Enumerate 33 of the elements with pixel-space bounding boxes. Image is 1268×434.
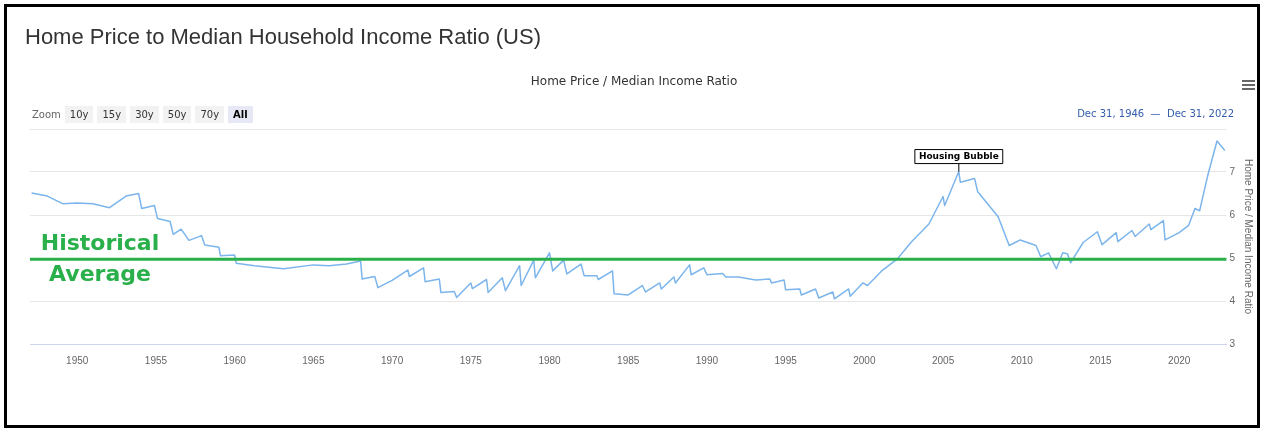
chart-subtitle: Home Price / Median Income Ratio	[529, 74, 739, 88]
text: Zoom	[32, 109, 61, 120]
y-tick-label: 7	[1229, 165, 1236, 177]
x-tick-label: 1970	[380, 354, 404, 366]
text: 10y	[64, 106, 94, 123]
y-tick-label: 6	[1229, 208, 1236, 220]
x-tick-label: 1980	[538, 354, 562, 366]
y-axis-title: Home Price / Median Income Ratio	[1243, 158, 1255, 315]
text: 30y	[130, 106, 159, 123]
x-tick-label: 2000	[853, 354, 876, 366]
x-tick-label: 1990	[695, 354, 719, 366]
text: 15y	[97, 106, 127, 123]
x-tick-label: 1995	[774, 354, 798, 366]
y-tick-label: 4	[1229, 294, 1236, 306]
x-tick-label: 1960	[223, 354, 247, 366]
x-tick-label: 1975	[459, 354, 483, 366]
y-tick-label: 3	[1229, 337, 1236, 349]
chart-title: Home Price to Median Household Income Ratio (US)	[25, 24, 542, 50]
x-tick-label: 1955	[144, 354, 168, 366]
text: 70y	[195, 106, 225, 123]
text: Dec 31, 1946 — Dec 31, 2022	[1077, 108, 1234, 119]
x-tick-label: 2020	[1168, 354, 1191, 366]
ref-line-label: Historical Average	[40, 230, 160, 287]
annotation: Housing Bubble	[918, 150, 999, 161]
x-tick-label: 1985	[617, 354, 640, 366]
y-tick-label: 5	[1229, 251, 1236, 263]
x-tick-label: 2005	[931, 354, 955, 366]
x-tick-label: 1950	[66, 354, 89, 366]
text: 50y	[162, 106, 192, 123]
x-tick-label: 2015	[1089, 354, 1113, 366]
text: All	[228, 106, 253, 123]
x-tick-label: 1965	[302, 354, 325, 366]
x-tick-label: 2010	[1010, 354, 1034, 366]
